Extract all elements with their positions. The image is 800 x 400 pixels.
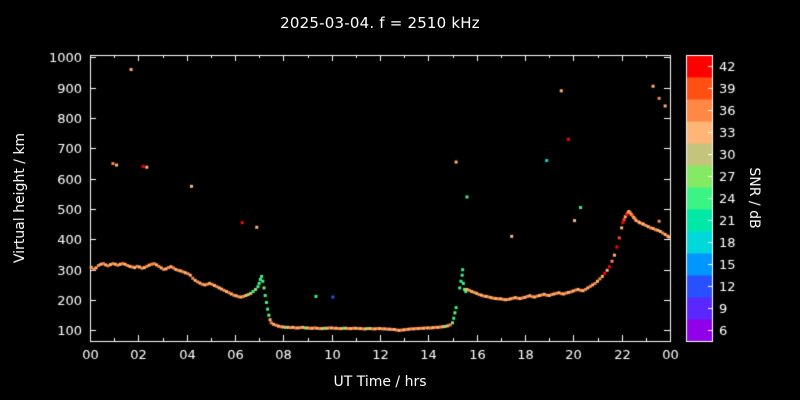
chart-title: 2025-03-04. f = 2510 kHz	[280, 14, 480, 32]
x-axis-label: UT Time / hrs	[333, 374, 427, 390]
colorbar-label: SNR / dB	[746, 167, 762, 229]
y-axis-label: Virtual height / km	[12, 132, 28, 264]
